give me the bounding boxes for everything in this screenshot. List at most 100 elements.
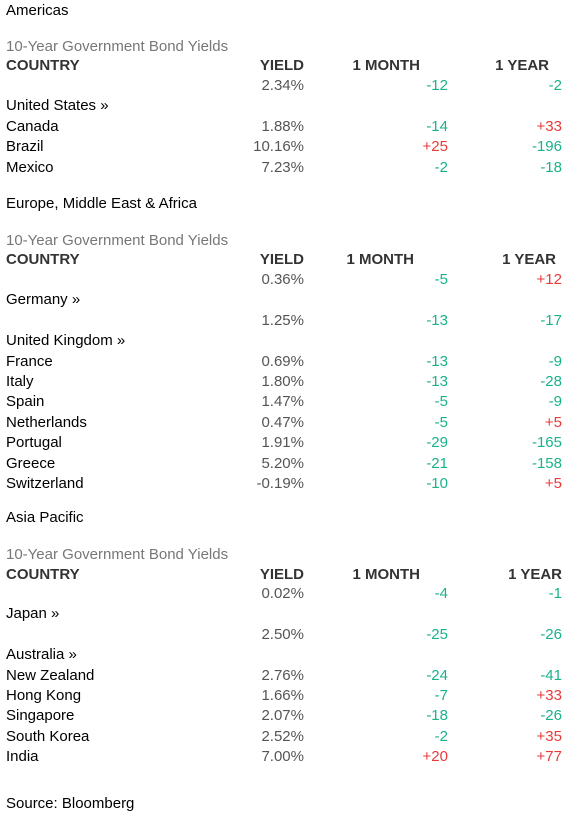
one-month-change: -18 bbox=[426, 707, 448, 725]
table-caption: 10-Year Government Bond Yields bbox=[6, 546, 229, 563]
one-month-change: +20 bbox=[422, 748, 448, 766]
yield-value: 1.66% bbox=[261, 687, 304, 704]
country-name: Switzerland bbox=[6, 475, 84, 492]
table-row: 0.02% -4 -1 bbox=[0, 584, 570, 604]
table-row: Canada 1.88% -14 +33 bbox=[0, 117, 570, 137]
source-note: Source: Bloomberg bbox=[6, 795, 135, 812]
header-1-year: 1 YEAR bbox=[508, 566, 562, 583]
country-link[interactable]: United States » bbox=[6, 97, 109, 115]
one-year-change: -41 bbox=[540, 666, 562, 684]
one-year-change: +33 bbox=[536, 117, 562, 135]
one-month-change: -21 bbox=[426, 454, 448, 472]
one-month-change: -13 bbox=[426, 311, 448, 329]
one-year-change: -2 bbox=[548, 77, 562, 94]
one-month-change: -5 bbox=[434, 393, 448, 411]
country-name: Spain bbox=[6, 393, 45, 411]
country-name: Brazil bbox=[6, 138, 44, 156]
one-month-change: -5 bbox=[434, 413, 448, 431]
one-year-change: -18 bbox=[540, 158, 562, 176]
table-row: 2.34% -12 -2 bbox=[0, 76, 570, 96]
yield-value: 2.07% bbox=[261, 707, 304, 725]
table-header-row: COUNTRY YIELD 1 MONTH 1 YEAR bbox=[0, 56, 570, 76]
table-row: United States » bbox=[0, 96, 570, 116]
table-row: 2.50% -25 -26 bbox=[0, 625, 570, 645]
header-yield: YIELD bbox=[259, 57, 304, 74]
one-year-change: +5 bbox=[544, 475, 562, 492]
country-link[interactable]: Australia » bbox=[6, 646, 77, 664]
yield-value: 2.52% bbox=[261, 727, 304, 745]
yield-value: 0.02% bbox=[261, 585, 304, 602]
one-month-change: -29 bbox=[426, 434, 448, 452]
one-month-change: -4 bbox=[434, 585, 448, 602]
yield-value: 0.47% bbox=[261, 413, 304, 431]
header-1-month: 1 MONTH bbox=[352, 566, 421, 583]
country-name: Mexico bbox=[6, 158, 54, 176]
one-year-change: -165 bbox=[531, 434, 562, 452]
one-year-change: -9 bbox=[548, 352, 562, 370]
country-name: Singapore bbox=[6, 707, 75, 725]
yield-value: 7.00% bbox=[261, 748, 304, 766]
yield-value: 2.34% bbox=[261, 77, 304, 94]
table-row: Greece 5.20% -21 -158 bbox=[0, 454, 570, 474]
yield-value: 1.91% bbox=[261, 434, 304, 452]
header-1-month: 1 MONTH bbox=[352, 57, 421, 74]
yield-value: 1.47% bbox=[261, 393, 304, 411]
table-row: Italy 1.80% -13 -28 bbox=[0, 372, 570, 392]
country-link[interactable]: Japan » bbox=[6, 605, 60, 623]
one-month-change: -25 bbox=[426, 625, 448, 643]
one-month-change: -13 bbox=[426, 352, 448, 370]
one-month-change: -12 bbox=[426, 77, 448, 94]
yield-value: 0.36% bbox=[261, 271, 304, 288]
country-link[interactable]: United Kingdom » bbox=[6, 332, 126, 350]
one-year-change: -196 bbox=[531, 138, 562, 156]
one-month-change: -2 bbox=[434, 727, 448, 745]
yield-value: 10.16% bbox=[253, 138, 304, 156]
one-year-change: +77 bbox=[536, 748, 562, 766]
table-row: South Korea 2.52% -2 +35 bbox=[0, 727, 570, 747]
one-year-change: +35 bbox=[536, 727, 562, 745]
country-name: France bbox=[6, 352, 53, 370]
header-country: COUNTRY bbox=[6, 566, 80, 583]
country-name: Netherlands bbox=[6, 413, 87, 431]
one-month-change: -14 bbox=[426, 117, 448, 135]
one-month-change: -24 bbox=[426, 666, 448, 684]
country-link[interactable]: Germany » bbox=[6, 291, 81, 309]
header-country: COUNTRY bbox=[6, 251, 80, 268]
table-row: 0.36% -5 +12 bbox=[0, 270, 570, 290]
table-row: Mexico 7.23% -2 -18 bbox=[0, 158, 570, 178]
country-name: New Zealand bbox=[6, 666, 95, 684]
yield-value: 1.25% bbox=[261, 311, 304, 329]
yield-value: 1.88% bbox=[261, 117, 304, 135]
table-row: Japan » bbox=[0, 604, 570, 624]
yield-value: 7.23% bbox=[261, 158, 304, 176]
country-name: South Korea bbox=[6, 727, 90, 745]
one-year-change: -1 bbox=[548, 585, 562, 602]
header-country: COUNTRY bbox=[6, 57, 80, 74]
header-yield: YIELD bbox=[259, 566, 304, 583]
one-month-change: -10 bbox=[426, 475, 448, 492]
table-row: New Zealand 2.76% -24 -41 bbox=[0, 666, 570, 686]
table-row: Portugal 1.91% -29 -165 bbox=[0, 433, 570, 453]
header-1-month: 1 MONTH bbox=[346, 251, 415, 268]
table-row: Germany » bbox=[0, 290, 570, 310]
header-yield: YIELD bbox=[259, 251, 304, 268]
table-row: Switzerland -0.19% -10 +5 bbox=[0, 474, 570, 494]
table-row: United Kingdom » bbox=[0, 331, 570, 351]
one-month-change: -7 bbox=[434, 687, 448, 704]
table-row: France 0.69% -13 -9 bbox=[0, 352, 570, 372]
region-title: Americas bbox=[6, 2, 69, 19]
one-month-change: -13 bbox=[426, 373, 448, 390]
one-month-change: +25 bbox=[422, 138, 448, 156]
table-row: India 7.00% +20 +77 bbox=[0, 747, 570, 767]
region-title: Asia Pacific bbox=[6, 509, 84, 526]
one-year-change: +12 bbox=[536, 271, 562, 288]
one-month-change: -2 bbox=[434, 158, 448, 176]
yield-value: 2.50% bbox=[261, 625, 304, 643]
table-row: Spain 1.47% -5 -9 bbox=[0, 392, 570, 412]
table-row: 1.25% -13 -17 bbox=[0, 311, 570, 331]
table-row: Hong Kong 1.66% -7 +33 bbox=[0, 686, 570, 706]
one-year-change: -26 bbox=[540, 625, 562, 643]
one-month-change: -5 bbox=[434, 271, 448, 288]
yield-value: 0.69% bbox=[261, 352, 304, 370]
header-1-year: 1 YEAR bbox=[495, 57, 549, 74]
